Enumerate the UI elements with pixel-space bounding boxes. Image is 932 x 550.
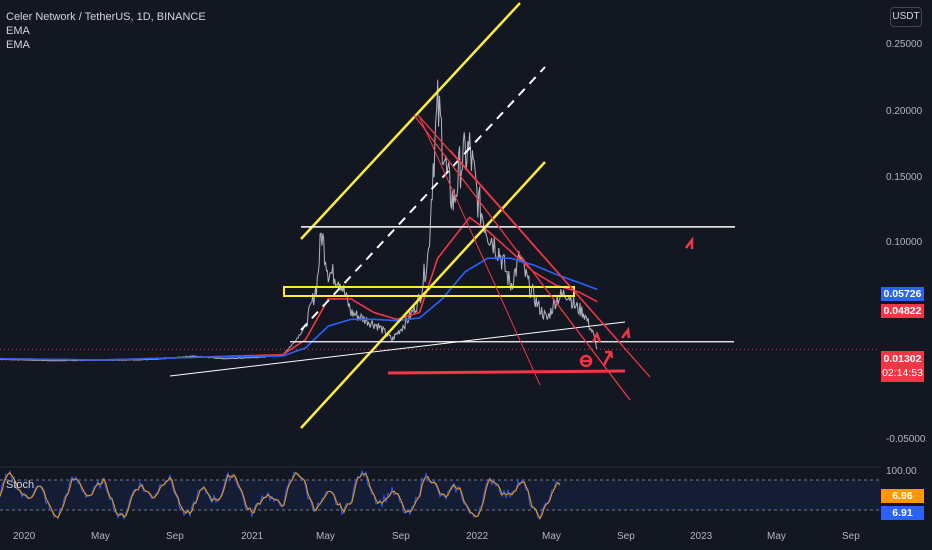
arrow-up-icon [602,350,614,366]
arrow-icon-2 [621,326,631,339]
time-tick-label: Sep [617,531,635,542]
time-tick-label: Sep [166,531,184,542]
time-tick-label: May [91,531,110,542]
red-trendline-4 [419,117,541,386]
price-candles [0,79,598,362]
stoch-k-line [0,469,561,521]
red-target-line [387,369,626,375]
price-tick-label: 0.15000 [886,172,923,183]
channel-mid-line [300,66,546,331]
ema-legend-1: EMA [6,25,30,37]
time-tick-label: 2021 [241,531,264,542]
main-plot [0,79,880,362]
red-trendline-3 [449,149,623,346]
ema-line-2 [0,257,598,361]
currency-button[interactable]: USDT [890,7,922,27]
arrow-icon-4 [685,236,694,249]
ema-red-badge: 0.04822 [881,304,924,318]
stoch-d-badge: 6.91 [881,506,924,520]
price-tick-label: -0.05000 [886,434,926,445]
stoch-level-top: 100.00 [886,466,917,477]
time-tick-label: May [316,531,335,542]
red-trendline-1 [413,114,631,401]
ema-legend-2: EMA [6,39,30,51]
time-tick-label: 2023 [690,531,713,542]
time-tick-label: 2022 [466,531,489,542]
bar-countdown: 02:14:53 [882,367,923,379]
chart-legend: Celer Network / TetherUS, 1D, BINANCE EM… [6,10,206,52]
price-tick-label: 0.10000 [886,237,923,248]
ema-blue-badge: 0.05726 [881,287,924,301]
forbidden-icon [579,354,593,368]
rising-trendline [169,321,626,377]
channel-upper-line [300,2,521,240]
price-tick-label: 0.20000 [886,106,923,117]
arrow-icon-3 [591,330,602,343]
symbol-title: Celer Network / TetherUS, 1D, BINANCE [6,11,206,23]
stoch-label: Stoch [6,479,35,491]
time-tick-label: May [542,531,561,542]
price-tick-label: 0.25000 [886,39,923,50]
last-price-value: 0.01302 [883,353,922,365]
time-tick-label: Sep [392,531,410,542]
stoch-pane [0,466,880,521]
trend-drawings [169,2,735,429]
last-price-badge: 0.01302 02:14:53 [881,351,924,382]
time-tick-label: May [767,531,786,542]
time-tick-label: Sep [842,531,860,542]
stoch-d-line [0,471,561,520]
time-tick-label: 2020 [13,531,36,542]
stoch-k-badge: 6.96 [881,489,924,503]
